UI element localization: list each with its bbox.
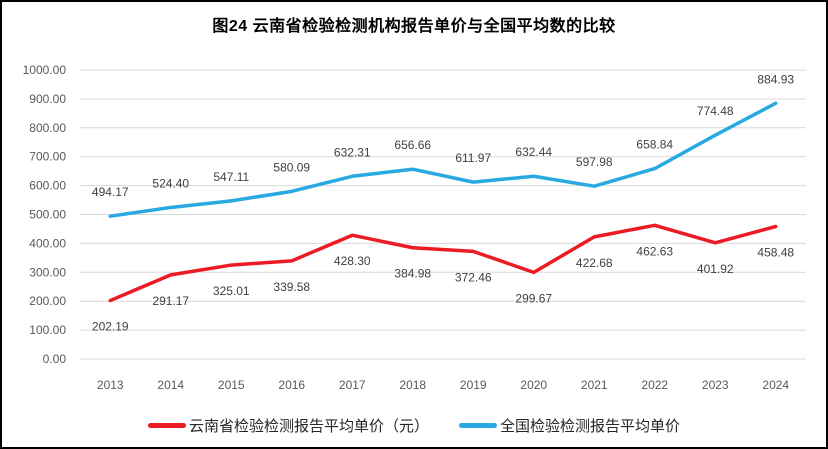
- data-label: 384.98: [394, 267, 431, 281]
- y-axis-tick-label: 500.00: [29, 208, 66, 222]
- x-axis-tick-label: 2019: [460, 378, 487, 392]
- x-axis-tick-label: 2022: [641, 378, 668, 392]
- data-label: 401.92: [697, 262, 734, 276]
- y-axis-tick-label: 200.00: [29, 294, 66, 308]
- x-axis-tick-label: 2015: [218, 378, 245, 392]
- data-label: 462.63: [636, 244, 673, 258]
- series-line: [108, 101, 778, 218]
- legend-marker-yunnan: [147, 423, 186, 428]
- data-label: 428.30: [334, 254, 371, 268]
- data-label: 580.09: [273, 160, 310, 174]
- legend-marker-national: [459, 423, 497, 428]
- data-label: 632.31: [334, 145, 371, 159]
- data-label: 291.17: [152, 294, 189, 308]
- y-axis-tick-label: 900.00: [29, 92, 66, 106]
- data-label: 339.58: [273, 280, 310, 294]
- chart-legend: 云南省检验检测报告平均单价（元） 全国检验检测报告平均单价: [2, 415, 826, 436]
- chart-title: 图24 云南省检验检测机构报告单价与全国平均数的比较: [212, 18, 616, 35]
- x-axis-tick-label: 2020: [520, 378, 547, 392]
- x-axis-tick-label: 2021: [581, 378, 608, 392]
- y-axis-tick-label: 700.00: [29, 150, 66, 164]
- data-label: 422.68: [576, 256, 613, 270]
- x-axis-tick-label: 2024: [762, 378, 789, 392]
- x-axis-tick-label: 2023: [702, 378, 729, 392]
- data-label: 524.40: [152, 176, 189, 190]
- y-axis-tick-label: 600.00: [29, 179, 66, 193]
- data-label: 325.01: [213, 284, 250, 298]
- legend-item-national: 全国检验检测报告平均单价: [459, 415, 680, 436]
- data-label: 458.48: [757, 245, 794, 259]
- data-label: 202.19: [92, 320, 129, 334]
- data-label: 372.46: [455, 270, 492, 284]
- y-axis-tick-label: 800.00: [29, 121, 66, 135]
- x-axis-tick-label: 2016: [278, 378, 305, 392]
- x-axis-tick-label: 2014: [157, 378, 184, 392]
- x-axis-tick-label: 2017: [339, 378, 366, 392]
- data-label: 774.48: [697, 104, 734, 118]
- x-axis-tick-label: 2018: [399, 378, 426, 392]
- y-axis-tick-label: 400.00: [29, 236, 66, 250]
- legend-label-yunnan: 云南省检验检测报告平均单价（元）: [188, 418, 429, 435]
- data-label: 597.98: [576, 155, 613, 169]
- y-axis-tick-label: 300.00: [29, 265, 66, 279]
- legend-item-yunnan: 云南省检验检测报告平均单价（元）: [147, 415, 429, 436]
- legend-label-national: 全国检验检测报告平均单价: [500, 418, 681, 435]
- data-label: 658.84: [636, 138, 673, 152]
- y-axis-tick-label: 0.00: [43, 352, 67, 366]
- series-line: [108, 223, 778, 303]
- data-label: 547.11: [213, 170, 249, 184]
- data-label: 494.17: [92, 185, 129, 199]
- y-axis-tick-label: 1000.00: [23, 63, 67, 77]
- x-axis-tick-label: 2013: [97, 378, 124, 392]
- data-label: 299.67: [515, 291, 552, 305]
- data-label: 656.66: [394, 138, 431, 152]
- y-axis-tick-label: 100.00: [29, 323, 66, 337]
- data-label: 632.44: [515, 145, 552, 159]
- data-label: 884.93: [757, 72, 794, 86]
- data-label: 611.97: [455, 151, 491, 165]
